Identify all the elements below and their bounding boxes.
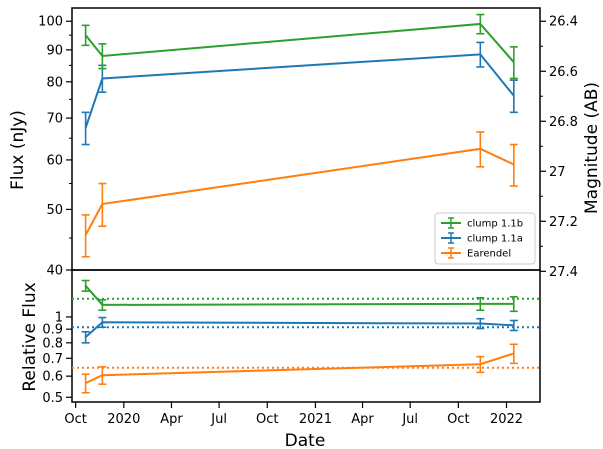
bottom-y-tick-label: 1	[55, 310, 63, 325]
x-tick-label: Apr	[160, 412, 183, 427]
x-tick-label: Oct	[64, 412, 86, 427]
x-tick-label: 2022	[490, 412, 523, 427]
top-y2-tick-label: 26.6	[549, 65, 578, 80]
legend-label: clump 1.1a	[467, 234, 523, 245]
bottom-y-tick-label: 0.7	[42, 352, 63, 367]
top-y2-axis-title: Magnitude (AB)	[582, 82, 602, 214]
legend-label: clump 1.1b	[467, 219, 523, 230]
legend: clump 1.1b clump 1.1a Earendel	[435, 213, 535, 264]
top-panel: 40 50 60 70 80 90 100 26.4 26.6 26.8 27 27.2 27.4 clu…	[38, 8, 578, 280]
bottom-series-line-clump-1-1b	[86, 286, 514, 305]
x-tick-label: Oct	[447, 412, 469, 427]
top-y2-tick-label: 27.4	[549, 265, 578, 280]
top-y-tick-label: 50	[46, 203, 63, 218]
top-y2-tick-label: 27.2	[549, 215, 578, 230]
x-tick-label: Oct	[256, 412, 278, 427]
top-y-tick-label: 90	[46, 43, 63, 58]
x-tick-label: 2020	[107, 412, 140, 427]
top-series-line-clump-1-1a	[86, 54, 514, 128]
bottom-y-tick-label: 0.6	[42, 370, 63, 385]
top-y-tick-label: 80	[46, 75, 63, 90]
top-y2-tick-label: 26.8	[549, 115, 578, 130]
bottom-series-line-earendel	[86, 353, 514, 383]
top-errorbar-earendel	[98, 184, 106, 227]
top-errorbar-clump-1-1b	[82, 25, 90, 45]
x-axis-title: Date	[285, 431, 326, 449]
x-tick-label: Jul	[401, 412, 418, 427]
top-y2-tick-label: 26.4	[549, 15, 578, 30]
top-y-tick-label: 100	[38, 15, 63, 30]
top-y-tick-label: 60	[46, 153, 63, 168]
top-errorbar-clump-1-1a	[510, 80, 518, 112]
bottom-y-tick-label: 0.8	[42, 336, 63, 351]
top-errorbar-earendel	[510, 145, 518, 186]
legend-item-earendel: Earendel	[441, 248, 511, 260]
bottom-y-axis-title: Relative Flux	[20, 282, 40, 391]
top-errorbar-clump-1-1b	[510, 47, 518, 79]
top-y-tick-label: 40	[46, 264, 63, 279]
top-y2-tick-label: 27	[549, 165, 566, 180]
legend-label: Earendel	[467, 249, 511, 260]
x-tick-label: 2021	[299, 412, 332, 427]
bottom-y-tick-label: 0.5	[42, 391, 63, 406]
top-y-tick-label: 70	[46, 112, 63, 127]
bottom-plot-frame	[72, 270, 540, 402]
top-errorbar-earendel	[82, 215, 90, 257]
top-y-axis-title: Flux (nJy)	[8, 110, 28, 190]
bottom-errorbar-earendel	[82, 374, 90, 392]
bottom-series-line-clump-1-1a	[86, 322, 514, 337]
x-tick-label: Apr	[351, 412, 374, 427]
x-tick-label: Jul	[210, 412, 227, 427]
